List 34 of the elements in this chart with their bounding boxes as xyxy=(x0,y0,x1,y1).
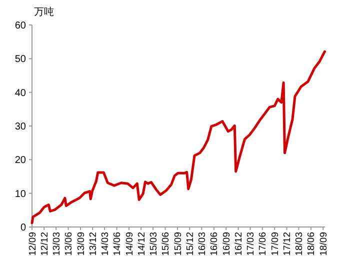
x-tick-label: 18/06 xyxy=(306,232,318,256)
y-tick-label: 0 xyxy=(20,222,26,234)
x-tick-label: 16/03 xyxy=(197,232,208,256)
x-tick-label: 16/06 xyxy=(209,232,220,256)
x-tick-label: 18/09 xyxy=(318,232,330,256)
x-tick-label: 17/12 xyxy=(282,232,294,256)
x-tick-label: 15/09 xyxy=(172,232,184,256)
y-tick-label: 10 xyxy=(14,188,26,200)
x-tick-label: 16/12 xyxy=(234,232,245,256)
y-tick-label: 40 xyxy=(14,88,26,99)
x-tick-label: 13/06 xyxy=(64,232,75,256)
x-tick-label: 15/06 xyxy=(160,232,172,256)
x-tick-label: 17/09 xyxy=(270,232,281,256)
x-tick-label: 14/03 xyxy=(100,232,111,256)
x-tick-label: 13/03 xyxy=(51,232,62,256)
y-tick-label: 20 xyxy=(14,155,26,166)
x-tick-label: 16/09 xyxy=(221,232,232,256)
x-tick-label: 15/12 xyxy=(184,232,196,256)
y-axis-title: 万吨 xyxy=(34,6,54,18)
x-tick-label: 14/12 xyxy=(136,232,148,256)
x-tick-label: 14/09 xyxy=(124,232,136,256)
x-tick-label: 12/12 xyxy=(39,232,50,256)
x-tick-label: 15/03 xyxy=(148,232,160,256)
x-tick-label: 17/06 xyxy=(258,232,269,256)
line-series xyxy=(30,50,326,224)
y-tick-label: 60 xyxy=(14,20,26,32)
x-tick-label: 13/12 xyxy=(88,232,99,256)
x-tick-label: 12/09 xyxy=(27,232,38,256)
x-tick-label: 14/06 xyxy=(112,232,124,256)
y-tick-label: 30 xyxy=(14,122,26,132)
x-tick-label: 17/03 xyxy=(246,232,257,256)
x-tick-label: 13/09 xyxy=(76,232,87,256)
x-tick-label: 18/03 xyxy=(294,232,306,256)
y-tick-label: 50 xyxy=(14,54,26,66)
